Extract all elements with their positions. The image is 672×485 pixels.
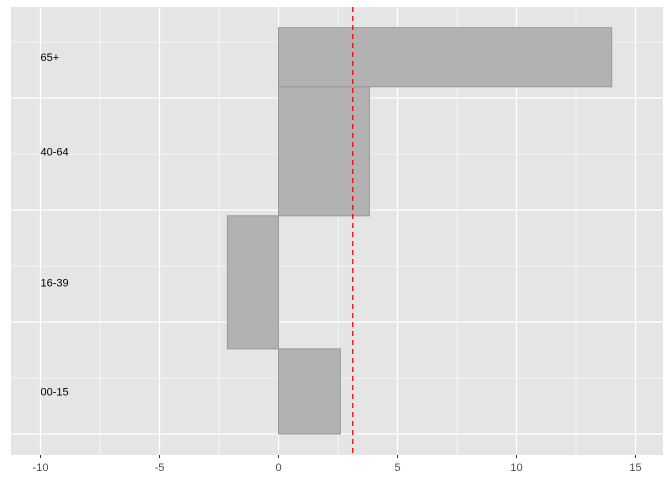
category-label-16-39: 16-39: [41, 277, 69, 289]
x-tick-label: 5: [394, 462, 400, 474]
x-tick-label: -10: [33, 462, 49, 474]
x-tick-label: 15: [629, 462, 641, 474]
x-tick-label: 10: [510, 462, 522, 474]
category-label-40-64: 40-64: [41, 146, 69, 158]
x-tick-label: -5: [155, 462, 165, 474]
bar-00-15: [278, 348, 341, 435]
category-label-65+: 65+: [41, 52, 60, 64]
bar-40-64: [278, 86, 370, 217]
x-tick-label: 0: [275, 462, 281, 474]
bar-16-39: [226, 215, 279, 350]
bar-65+: [278, 27, 613, 88]
category-label-00-15: 00-15: [41, 386, 69, 398]
